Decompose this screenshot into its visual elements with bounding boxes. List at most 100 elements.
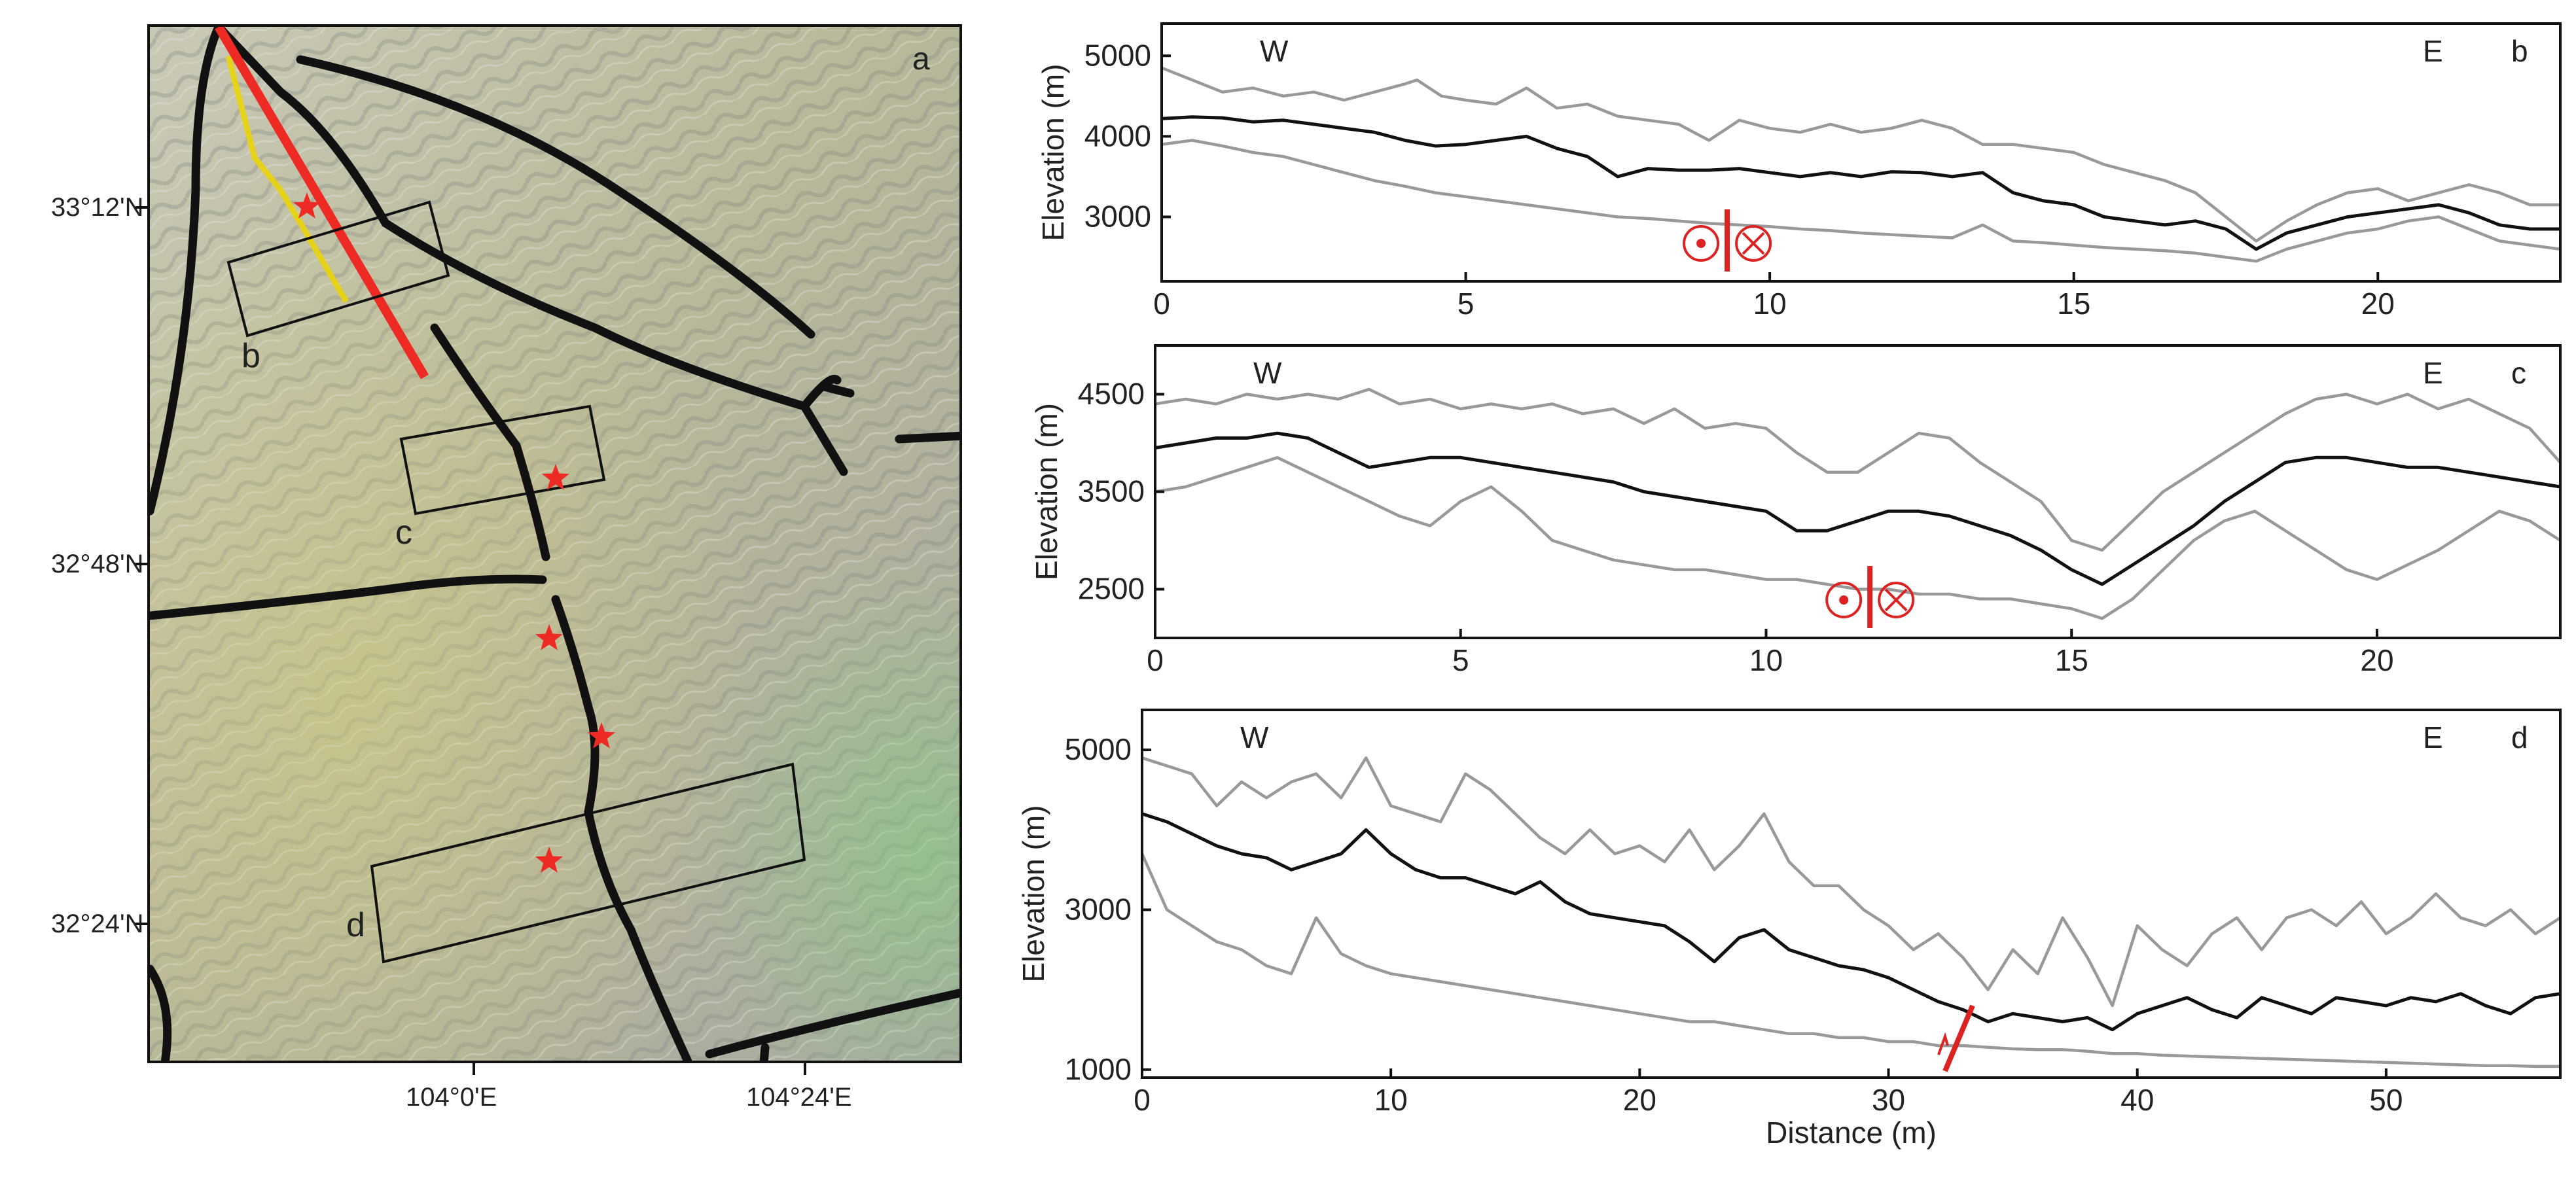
- x-axis-label: Distance (m): [1766, 1116, 1937, 1150]
- epicenter-star: [588, 722, 615, 749]
- x-tick-label: 15: [2055, 643, 2088, 677]
- y-tick-label: 3500: [1078, 474, 1145, 508]
- profile-box-b: [226, 200, 450, 338]
- fault-line: [759, 1043, 770, 1061]
- shaded-relief-map: b c d a: [147, 24, 962, 1063]
- elevation-line-max: [1154, 387, 2562, 552]
- elevation-line-min: [1140, 853, 2560, 1068]
- lat-tick: [135, 923, 147, 925]
- y-tick-label: 3000: [1065, 892, 1132, 926]
- fault-line: [150, 964, 172, 1061]
- elevation-line-min: [1161, 139, 2561, 263]
- x-tick-label: 30: [1872, 1083, 1905, 1117]
- panel-letter-c: c: [2511, 356, 2526, 390]
- x-tick-label: 0: [1147, 643, 1164, 677]
- x-tick-label: 10: [1753, 287, 1787, 321]
- y-axis-label: Elevation (m): [1029, 403, 1064, 580]
- x-tick-label: 15: [2057, 287, 2090, 321]
- direction-east-label: E: [2423, 720, 2443, 754]
- lat-tick: [135, 206, 147, 209]
- x-tick-label: 20: [2360, 643, 2393, 677]
- x-tick-label: 10: [1374, 1083, 1408, 1117]
- lon-label-104-0: 104°0'E: [406, 1083, 497, 1112]
- x-tick-label: 0: [1153, 287, 1170, 321]
- x-tick-label: 0: [1134, 1083, 1151, 1117]
- motion-toward-dot-icon: [1839, 595, 1849, 605]
- profile-box-label: c: [395, 514, 412, 552]
- motion-toward-icon: [1683, 225, 1720, 262]
- elevation-line-mean: [1141, 812, 2561, 1032]
- y-tick-label: 1000: [1065, 1052, 1132, 1086]
- motion-toward-dot-icon: [1696, 239, 1706, 248]
- motion-toward-icon: [1825, 582, 1863, 618]
- elevation-line-mean: [1161, 115, 2560, 251]
- fault-line: [705, 989, 959, 1059]
- lat-label-32-48: 32°48'N: [51, 550, 144, 578]
- x-tick-label: 5: [1452, 643, 1469, 677]
- fault-line: [150, 27, 223, 516]
- y-axis-label: Elevation (m): [1036, 64, 1070, 241]
- direction-east-label: E: [2423, 356, 2443, 390]
- y-tick-label: 5000: [1065, 732, 1132, 766]
- fault-line: [551, 595, 692, 1061]
- map-svg: b c d a: [150, 27, 959, 1061]
- fault-line: [296, 55, 815, 339]
- x-tick-label: 5: [1458, 287, 1475, 321]
- direction-west-label: W: [1253, 356, 1282, 390]
- lat-label-32-24: 32°24'N: [51, 909, 144, 938]
- motion-away-cross-icon: [1742, 232, 1765, 255]
- epicenter-star: [535, 624, 563, 650]
- epicenter-star: [293, 192, 321, 219]
- y-tick-label: 5000: [1084, 38, 1151, 72]
- thrust-arrow-icon: [1937, 1032, 1949, 1055]
- x-tick-label: 20: [1623, 1083, 1656, 1117]
- direction-west-label: W: [1240, 720, 1269, 754]
- elevation-line-max: [1161, 66, 2560, 243]
- y-tick-label: 3000: [1084, 200, 1151, 234]
- profile-box-label: d: [346, 906, 365, 944]
- fault-line: [214, 27, 848, 476]
- elevation-line-mean: [1154, 431, 2561, 586]
- epicenter-star: [535, 847, 563, 873]
- plot-frame: [1141, 709, 2562, 1079]
- panel-letter-a: a: [912, 42, 930, 77]
- lon-label-104-24: 104°24'E: [746, 1083, 852, 1112]
- epicenter-star: [542, 464, 569, 490]
- y-tick-label: 4000: [1084, 118, 1151, 152]
- secondary-rupture-line: [225, 55, 349, 304]
- fault-line: [150, 574, 547, 620]
- fault-line: [430, 323, 550, 561]
- x-tick-label: 20: [2361, 287, 2395, 321]
- profile-box-c: [399, 404, 606, 516]
- profile-box-label: b: [241, 337, 260, 375]
- elevation-line-max: [1141, 756, 2562, 1008]
- x-tick-label: 40: [2120, 1083, 2154, 1117]
- fault-line: [895, 431, 959, 444]
- direction-west-label: W: [1260, 34, 1289, 68]
- y-tick-label: 2500: [1078, 572, 1145, 606]
- y-axis-label: Elevation (m): [1016, 805, 1050, 983]
- motion-away-icon: [1735, 225, 1772, 262]
- lon-tick: [804, 1063, 806, 1075]
- y-tick-label: 4500: [1078, 377, 1145, 411]
- lat-label-33-12: 33°12'N: [51, 193, 144, 222]
- elevation-line-min: [1154, 456, 2562, 620]
- motion-away-icon: [1878, 582, 1915, 618]
- direction-east-label: E: [2423, 34, 2443, 68]
- lon-tick: [473, 1063, 475, 1075]
- profile-box-d: [370, 762, 806, 964]
- lat-tick: [135, 563, 147, 565]
- motion-away-cross-icon: [1884, 588, 1908, 612]
- plot-frame: [1160, 22, 2562, 283]
- fault-line: [819, 382, 855, 398]
- thrust-fault-symbol: [1942, 1004, 1975, 1072]
- panel-letter-d: d: [2511, 720, 2528, 754]
- profile-panel-d: 1000 3000 5000 0 10 20 30 40 50 Elevation (m) Dist…: [1016, 709, 2562, 1150]
- x-tick-label: 10: [1749, 643, 1783, 677]
- x-tick-label: 50: [2369, 1083, 2403, 1117]
- panel-letter-b: b: [2511, 34, 2528, 68]
- surface-rupture-line: [214, 27, 429, 379]
